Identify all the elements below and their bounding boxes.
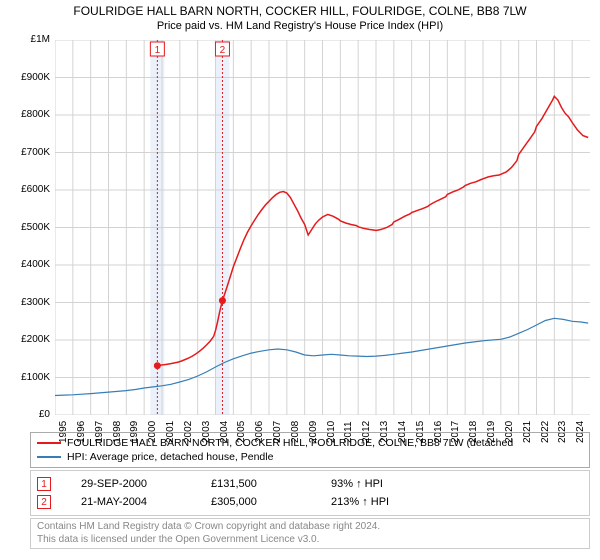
event-pct: 213% ↑ HPI	[331, 496, 421, 508]
footer-line-1: Contains HM Land Registry data © Crown c…	[37, 521, 583, 534]
svg-text:1: 1	[155, 45, 161, 56]
legend-swatch	[37, 442, 61, 444]
y-tick-label: £0	[0, 409, 50, 420]
y-tick-label: £400K	[0, 259, 50, 270]
y-tick-label: £700K	[0, 147, 50, 158]
event-date: 21-MAY-2004	[81, 496, 181, 508]
chart-area: 12	[55, 40, 590, 415]
event-price: £131,500	[211, 478, 301, 490]
y-tick-label: £600K	[0, 184, 50, 195]
legend-label: HPI: Average price, detached house, Pend…	[67, 451, 273, 463]
legend-row: FOULRIDGE HALL BARN NORTH, COCKER HILL, …	[37, 436, 583, 450]
y-tick-label: £500K	[0, 222, 50, 233]
event-row: 1 29-SEP-2000 £131,500 93% ↑ HPI	[37, 475, 583, 493]
chart-subtitle: Price paid vs. HM Land Registry's House …	[0, 18, 600, 32]
svg-text:2: 2	[220, 45, 226, 56]
legend: FOULRIDGE HALL BARN NORTH, COCKER HILL, …	[30, 432, 590, 468]
y-tick-label: £900K	[0, 72, 50, 83]
event-marker: 2	[37, 495, 51, 509]
events-table: 1 29-SEP-2000 £131,500 93% ↑ HPI 2 21-MAY-200…	[30, 470, 590, 516]
event-pct: 93% ↑ HPI	[331, 478, 421, 490]
y-tick-label: £100K	[0, 372, 50, 383]
footer-attribution: Contains HM Land Registry data © Crown c…	[30, 518, 590, 549]
y-tick-label: £1M	[0, 34, 50, 45]
event-row: 2 21-MAY-2004 £305,000 213% ↑ HPI	[37, 493, 583, 511]
event-price: £305,000	[211, 496, 301, 508]
y-tick-label: £800K	[0, 109, 50, 120]
event-marker: 1	[37, 477, 51, 491]
event-date: 29-SEP-2000	[81, 478, 181, 490]
footer-line-2: This data is licensed under the Open Gov…	[37, 534, 583, 547]
legend-swatch	[37, 456, 61, 458]
legend-label: FOULRIDGE HALL BARN NORTH, COCKER HILL, …	[67, 437, 513, 449]
chart-svg: 12	[55, 40, 590, 415]
chart-title: FOULRIDGE HALL BARN NORTH, COCKER HILL, …	[0, 0, 600, 18]
y-tick-label: £200K	[0, 334, 50, 345]
y-tick-label: £300K	[0, 297, 50, 308]
legend-row: HPI: Average price, detached house, Pend…	[37, 450, 583, 464]
